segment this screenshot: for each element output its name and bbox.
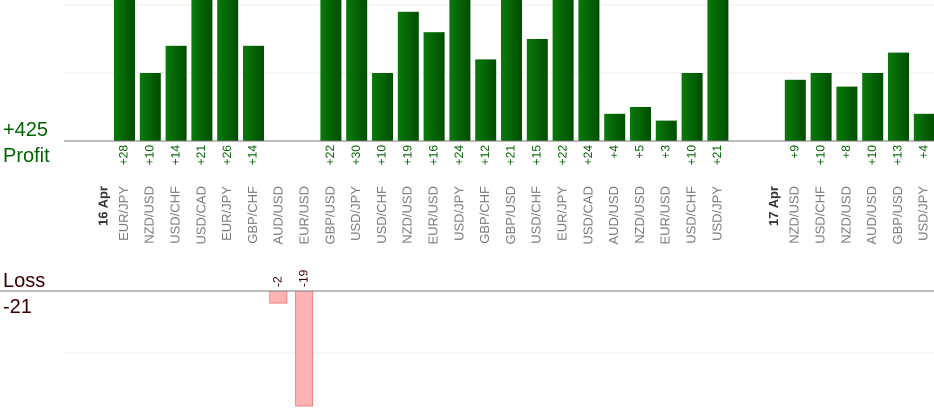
pair-label: USD/CHF (684, 186, 699, 244)
profit-value-label: +28 (117, 145, 131, 166)
pair-label: GBP/USD (322, 186, 337, 245)
profit-bar (888, 52, 909, 141)
pair-label: USD/CHF (374, 186, 389, 244)
profit-value-label: +9 (787, 145, 801, 159)
pair-label: USD/JPY (916, 186, 931, 241)
profit-bar (681, 73, 703, 141)
profit-label: Profit (3, 145, 50, 167)
pair-label: EUR/USD (297, 186, 312, 245)
profit-bar (397, 11, 419, 141)
pair-label: USD/CHF (529, 186, 544, 244)
bars (114, 0, 934, 407)
date-label: 16 Apr (95, 186, 110, 226)
profit-value-label: +21 (710, 145, 724, 166)
pair-label: NZD/USD (787, 186, 802, 244)
pair-label: NZD/USD (400, 186, 415, 244)
loss-label: Loss (3, 270, 46, 292)
profit-value-label: +3 (658, 145, 672, 159)
profit-value-label: +10 (375, 145, 389, 166)
profit-bar (320, 0, 342, 141)
pair-label: USD/JPY (348, 186, 363, 241)
profit-value-label: +26 (220, 145, 234, 166)
profit-bar (784, 79, 806, 141)
pair-label: EUR/USD (426, 186, 441, 245)
profit-value-label: +10 (865, 145, 879, 166)
pair-label: USD/CAD (193, 186, 208, 245)
profit-value-label: +13 (891, 145, 905, 166)
pair-label: GBP/CHF (245, 186, 260, 244)
profit-value-label: +5 (633, 145, 647, 159)
profit-bar (114, 0, 135, 141)
loss-bar (295, 290, 314, 407)
profit-bar (501, 0, 522, 141)
date-label: 17 Apr (766, 186, 781, 226)
profit-value-label: +16 (426, 145, 440, 166)
profit-bar (604, 113, 626, 141)
pair-label: USD/CHF (168, 186, 183, 244)
profit-value-label: +30 (349, 145, 363, 166)
pair-label: NZD/USD (838, 186, 853, 244)
profit-bar (475, 59, 497, 141)
pair-label: NZD/USD (632, 186, 647, 244)
pair-label: AUD/USD (271, 186, 286, 245)
pair-label: EUR/JPY (555, 186, 570, 241)
profit-bar (630, 107, 651, 141)
profit-total: +425 (3, 119, 49, 141)
profit-bar (707, 0, 729, 141)
loss-value-label: -19 (296, 269, 310, 287)
profit-value-label: +22 (555, 145, 569, 166)
profit-bar (655, 120, 677, 141)
profit-value-label: +12 (478, 145, 492, 166)
profit-bar (810, 73, 832, 141)
profit-value-label: +10 (142, 145, 156, 166)
profit-value-label: +4 (916, 145, 930, 159)
profit-bar (449, 0, 471, 141)
pair-label: USD/CHF (813, 186, 828, 244)
pair-label: USD/CAD (580, 186, 595, 245)
profit-value-label: +24 (452, 145, 466, 166)
pair-label: AUD/USD (606, 186, 621, 245)
profit-bar (165, 45, 187, 141)
labels: 16 Apr +28 EUR/JPY +10 NZD/USD +14 USD/CHF +21 U… (95, 145, 930, 287)
loss-total: -21 (3, 296, 32, 318)
pair-label: EUR/USD (658, 186, 673, 245)
pair-label: EUR/JPY (116, 186, 131, 241)
pair-label: GBP/CHF (477, 186, 492, 244)
profit-value-label: +19 (400, 145, 414, 166)
profit-bar (526, 39, 548, 141)
profit-value-label: +4 (607, 145, 621, 159)
profit-bar (139, 73, 161, 141)
pair-label: USD/JPY (709, 186, 724, 241)
pair-label: GBP/USD (890, 186, 905, 245)
profit-value-label: +22 (323, 145, 337, 166)
profit-bar (243, 45, 264, 141)
profit-bar (423, 32, 445, 142)
profit-value-label: +21 (504, 145, 518, 166)
profit-bar (191, 0, 213, 141)
loss-bar (269, 290, 288, 304)
pair-label: NZD/USD (142, 186, 157, 244)
profit-bar (372, 73, 393, 141)
pair-label: AUD/USD (864, 186, 879, 245)
profit-bar (346, 0, 368, 141)
profit-bar (578, 0, 600, 141)
profit-bar (862, 73, 884, 141)
profit-bar (552, 0, 574, 141)
profit-value-label: +14 (246, 145, 260, 166)
profit-value-label: +15 (529, 145, 543, 166)
profit-value-label: +14 (168, 145, 182, 166)
pair-label: USD/JPY (451, 186, 466, 241)
profit-value-label: +10 (813, 145, 827, 166)
profit-value-label: +8 (839, 145, 853, 159)
profit-value-label: +24 (581, 145, 595, 166)
pair-label: EUR/JPY (219, 186, 234, 241)
loss-value-label: -2 (270, 276, 284, 287)
profit-value-label: +21 (194, 145, 208, 166)
profit-bar (913, 113, 934, 141)
pair-label: GBP/USD (503, 186, 518, 245)
profit-bar (836, 86, 858, 141)
profit-value-label: +10 (684, 145, 698, 166)
profit-bar (217, 0, 239, 141)
